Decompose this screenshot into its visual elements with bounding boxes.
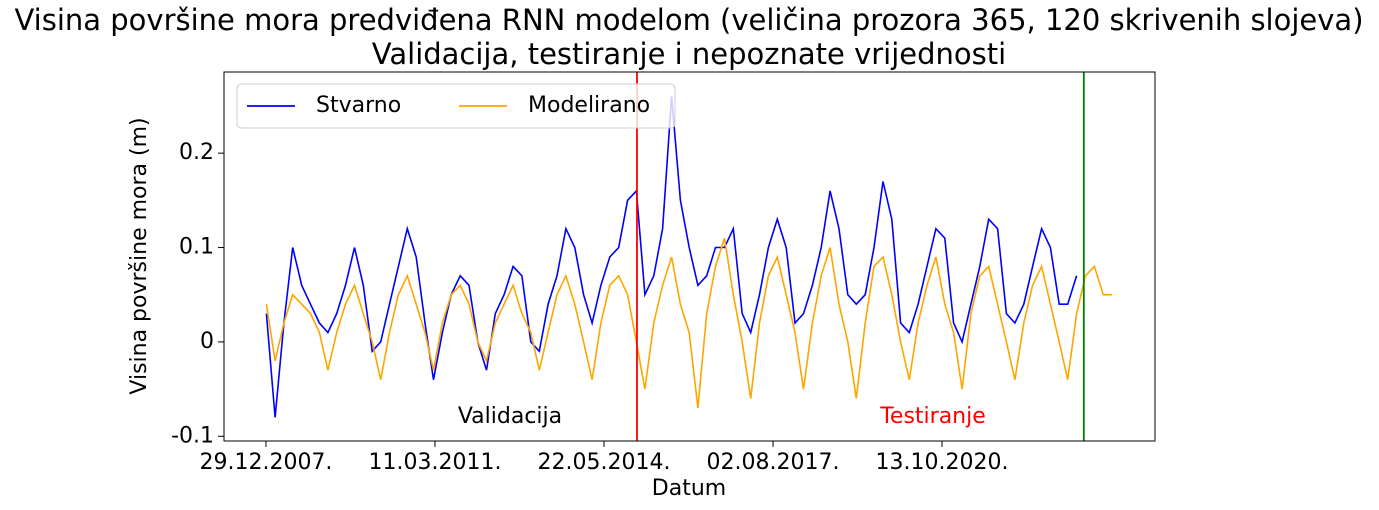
y-tick-label: 0.2 [179,140,214,165]
x-tick-label: 11.03.2011. [368,450,501,475]
x-tick-label: 02.08.2017. [707,450,840,475]
y-tick-label: 0 [200,329,214,354]
legend-label: Modelirano [528,93,650,118]
data-line [265,237,1112,409]
y-tick-label: -0.1 [171,423,214,448]
y-axis-label: Visina površine mora (m) [127,117,152,394]
chart-title: Visina površine mora predviđena RNN mode… [14,3,1363,37]
x-tick-label: 22.05.2014. [537,450,670,475]
annotation: Validacija [458,404,562,429]
annotation: Testiranje [879,404,986,429]
legend-box [236,83,676,129]
plot-frame [223,71,1156,442]
x-axis-label: Datum [652,476,726,501]
x-tick-label: 29.12.2007. [199,450,332,475]
chart-subtitle: Validacija, testiranje i nepoznate vrije… [372,37,1006,71]
y-tick-label: 0.1 [179,235,214,260]
x-tick-label: 13.10.2020. [876,450,1009,475]
legend-label: Stvarno [316,93,401,118]
